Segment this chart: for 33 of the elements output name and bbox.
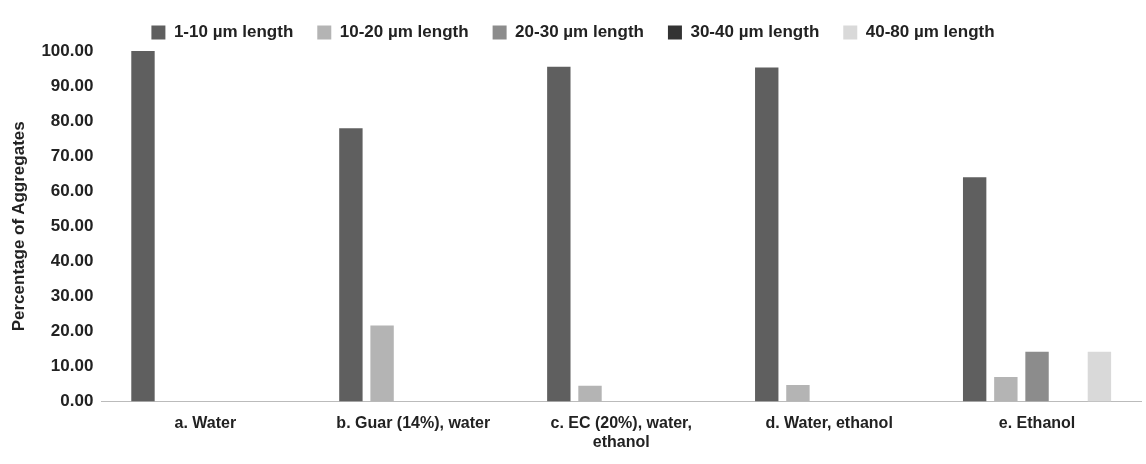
bar (131, 51, 155, 402)
legend-label: 30-40 µm length (690, 22, 820, 42)
legend-label: 10-20 µm length (339, 22, 469, 42)
bar (370, 325, 394, 402)
legend-label: 20-30 µm length (515, 22, 644, 42)
y-tick-label: 30.00 (50, 286, 94, 306)
x-tick-label: b. Guar (14%), water (336, 413, 491, 431)
bar (755, 67, 779, 402)
x-tick-label: a. Water (174, 413, 237, 431)
y-tick-label: 80.00 (50, 110, 94, 130)
y-tick-label: 40.00 (50, 251, 94, 271)
x-tick-label: d. Water, ethanol (765, 413, 893, 431)
legend-label: 40-80 µm length (865, 22, 995, 42)
bar (786, 385, 810, 402)
y-tick-label: 90.00 (50, 75, 94, 95)
x-tick-label: e. Ethanol (998, 413, 1076, 431)
bar (994, 377, 1018, 402)
bar (578, 385, 602, 402)
y-tick-label: 10.00 (50, 356, 94, 376)
bar (962, 177, 987, 402)
y-tick-label: 0.00 (60, 391, 94, 411)
bar (339, 128, 363, 402)
y-tick-label: 50.00 (50, 215, 94, 235)
y-tick-label: 70.00 (50, 145, 94, 165)
legend-label: 1-10 µm length (173, 22, 294, 42)
bar (1025, 351, 1049, 402)
y-tick-label: 100.00 (41, 40, 94, 60)
x-tick-label: c. EC (20%), water, ethanol (550, 413, 692, 450)
y-tick-label: 60.00 (50, 180, 94, 200)
bar (1087, 351, 1112, 402)
y-tick-label: 20.00 (50, 321, 94, 341)
bar (547, 66, 571, 402)
y-axis-title: Percentage of Aggregates (8, 121, 28, 332)
